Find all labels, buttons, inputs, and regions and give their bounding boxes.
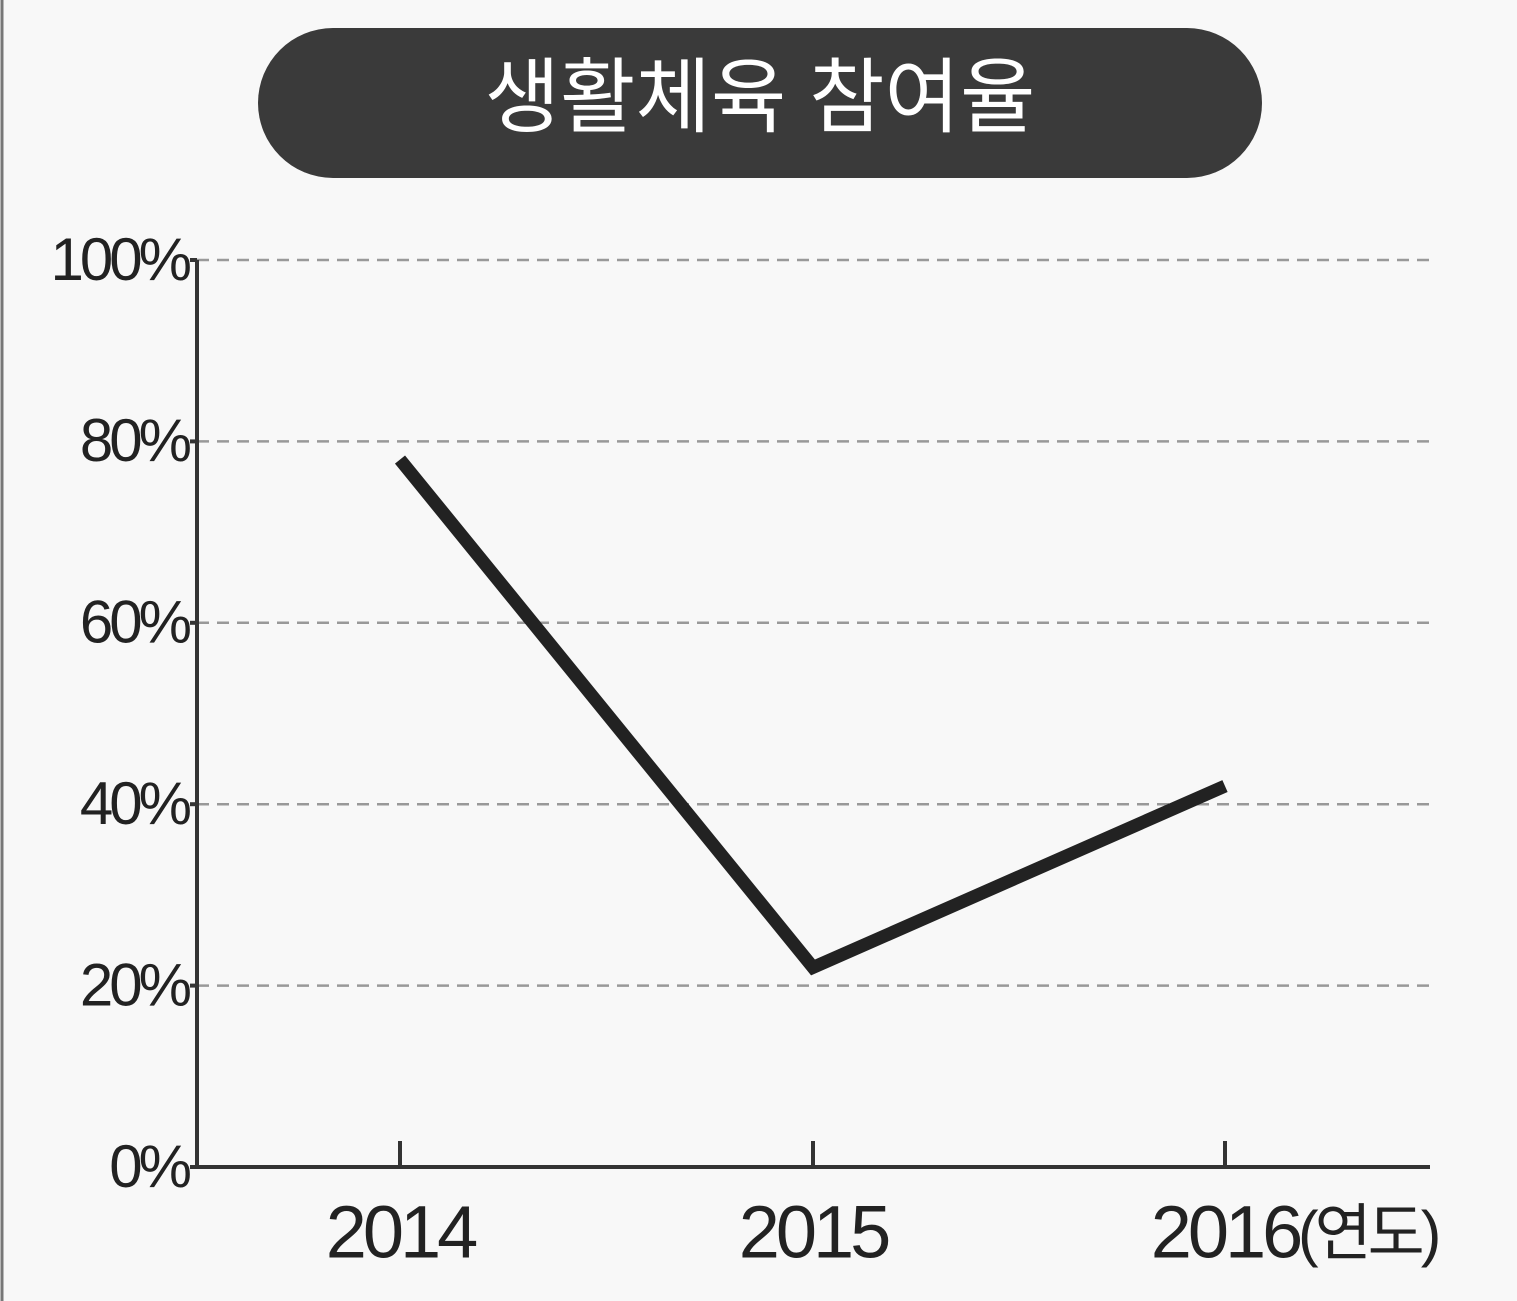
y-tick-label: 0% xyxy=(109,1133,190,1200)
y-tick-label: 40% xyxy=(80,770,191,837)
title-pill xyxy=(258,28,1262,178)
x-tick-label: 2015 xyxy=(739,1191,889,1274)
y-tick-label: 60% xyxy=(80,589,191,656)
data-line xyxy=(394,455,1228,976)
y-tick-label: 20% xyxy=(80,951,191,1018)
x-tick-label: 2016 xyxy=(1151,1191,1300,1274)
y-tick-label: 100% xyxy=(51,226,191,293)
x-tick-label: 2014 xyxy=(326,1191,476,1274)
chart-title: 생활체육 참여율 xyxy=(485,53,1036,144)
y-tick-label: 80% xyxy=(80,407,191,474)
x-axis-label: (연도) xyxy=(1298,1199,1438,1268)
